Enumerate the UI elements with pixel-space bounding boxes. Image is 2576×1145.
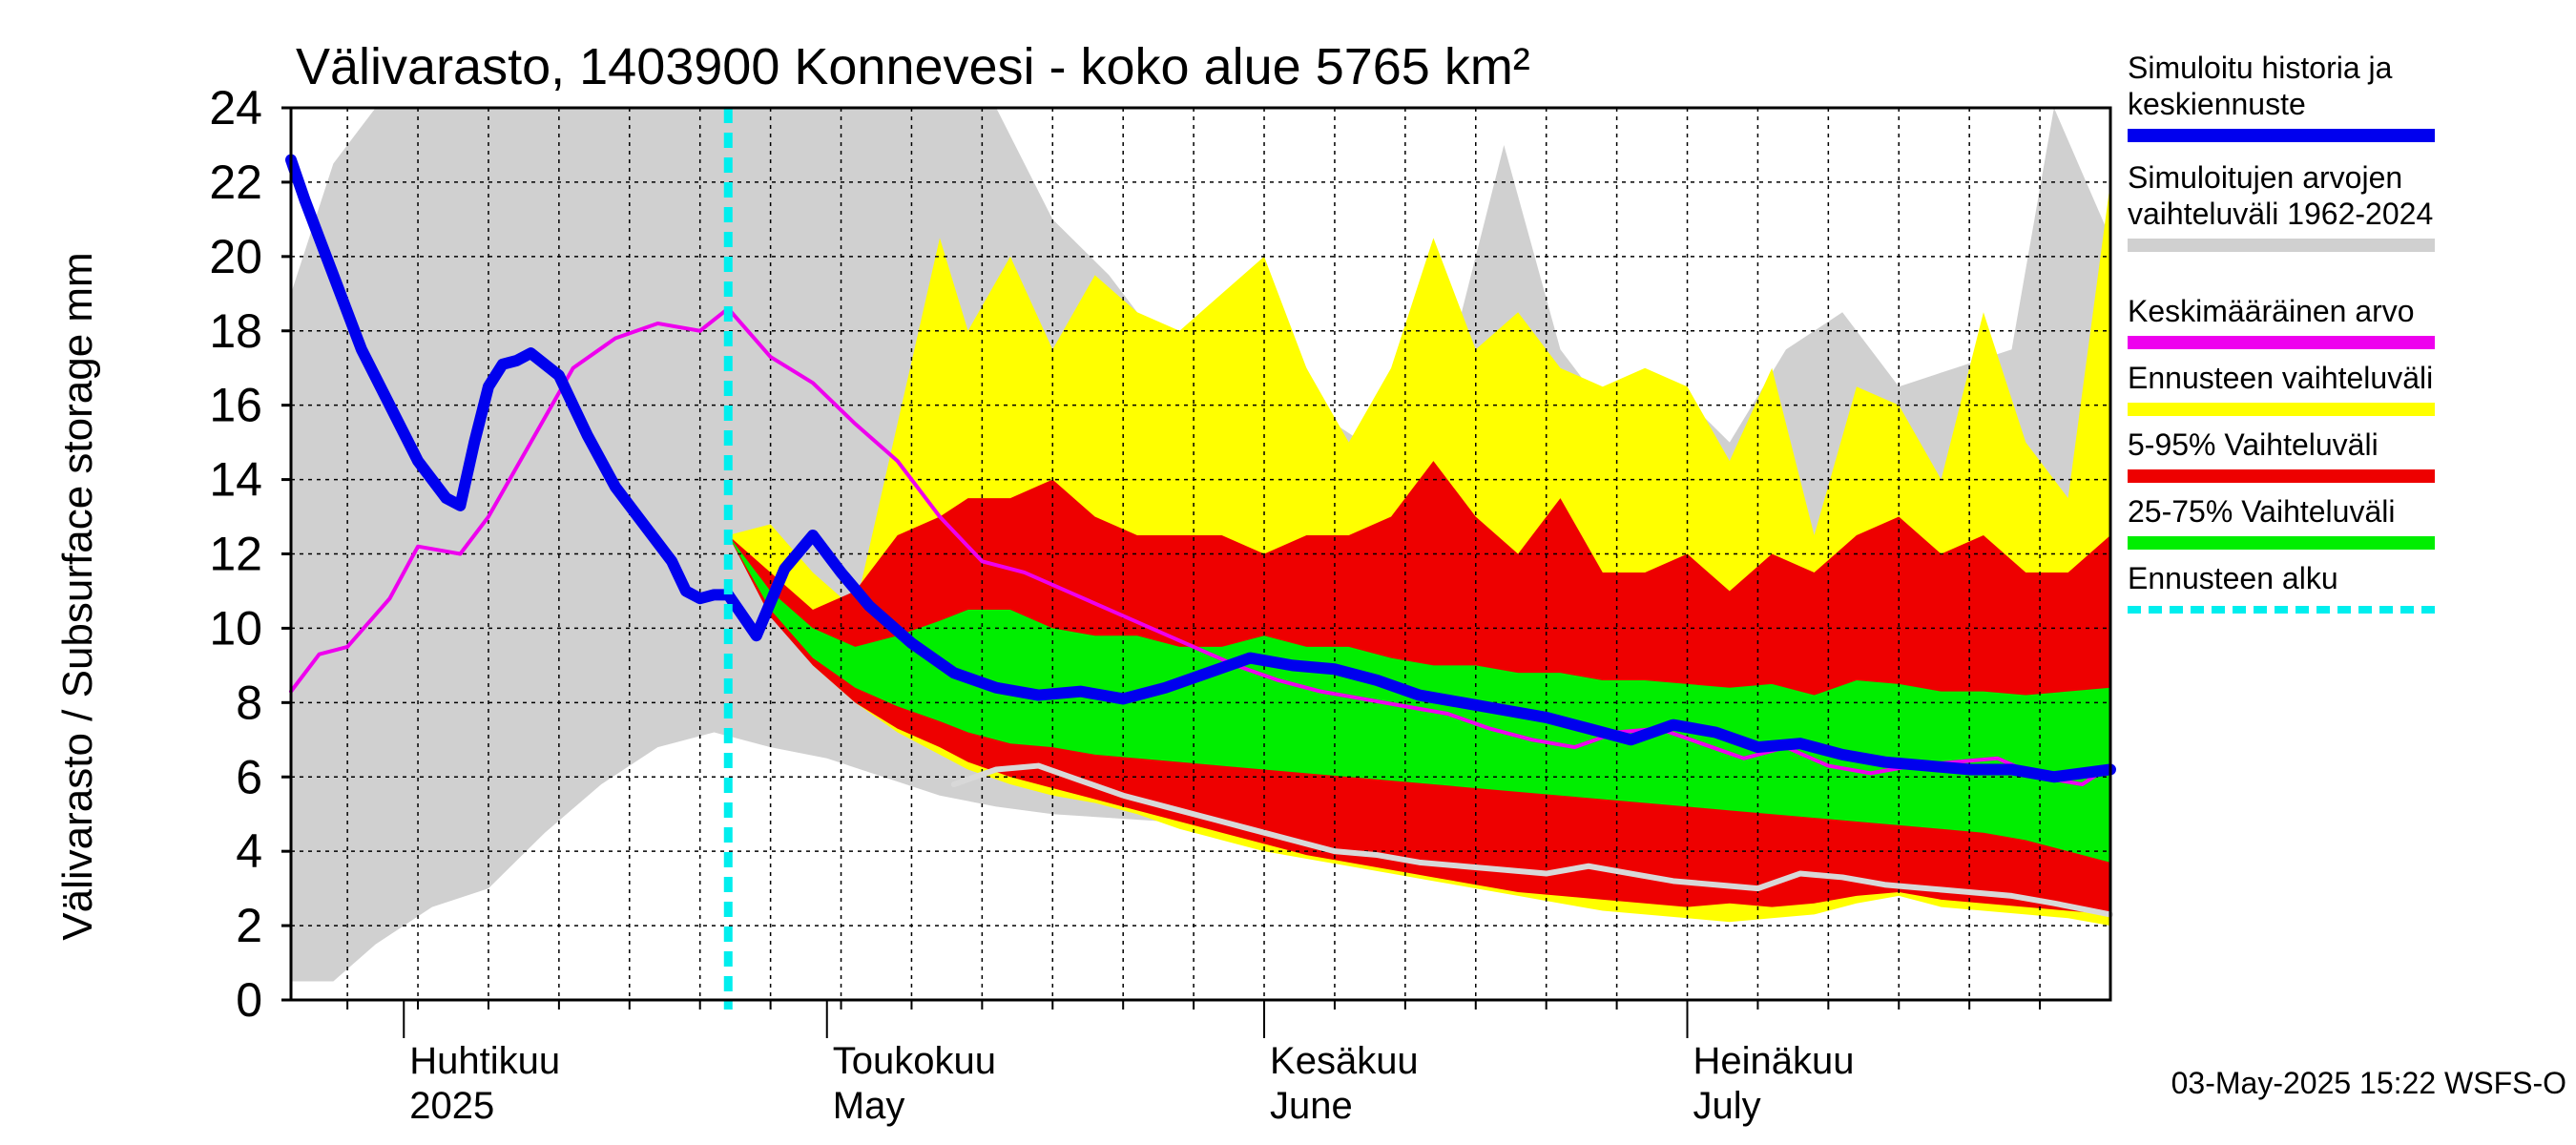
- x-month-label: Toukokuu: [833, 1040, 996, 1082]
- x-month-label: Kesäkuu: [1270, 1040, 1419, 1082]
- legend-label: Ennusteen alku: [2128, 561, 2338, 595]
- y-tick-label: 8: [236, 676, 262, 729]
- y-tick-label: 24: [209, 81, 262, 135]
- series-line-simuloitujen-arvojen-vaihteluv-li-1962-2024-minimi-: [950, 762, 2113, 918]
- legend-label-line: 25-75% Vaihteluväli: [2128, 494, 2395, 529]
- series-line-simuloitu-historia-ja-keskiennuste: [285, 154, 2116, 783]
- legend-label: Simuloitujen arvojen vaihteluväli 1962-20…: [2128, 160, 2433, 231]
- y-tick-label: 0: [236, 973, 262, 1027]
- x-month-label: Huhtikuu: [409, 1040, 560, 1082]
- legend-label: Simuloitu historia ja keskiennuste: [2128, 51, 2393, 121]
- legend-label-line: 5-95% Vaihteluväli: [2128, 427, 2379, 462]
- y-tick-label: 12: [209, 528, 262, 581]
- legend-label: Ennusteen vaihteluväli: [2128, 361, 2433, 395]
- legend: Simuloitu historia ja keskiennusteSimuloi…: [2128, 51, 2435, 614]
- legend-label: 25-75% Vaihteluväli: [2128, 494, 2395, 529]
- y-tick-label: 22: [209, 156, 262, 209]
- y-tick-label: 4: [236, 824, 262, 878]
- timestamp-label: 03-May-2025 15:22 WSFS-O: [2171, 1066, 2566, 1100]
- plot-area: 024681012141618202224Huhtikuu2025Toukoku…: [209, 81, 2116, 1127]
- legend-label-line: Simuloitu historia ja: [2128, 51, 2393, 85]
- legend-label-line: vaihteluväli 1962-2024: [2128, 197, 2433, 231]
- x-month-label: Heinäkuu: [1693, 1040, 1855, 1082]
- series-line-keskim-r-inen-arvo: [289, 306, 2112, 787]
- legend-label-line: keskiennuste: [2128, 87, 2306, 121]
- x-month-sublabel: June: [1270, 1085, 1353, 1127]
- legend-label-line: Ennusteen vaihteluväli: [2128, 361, 2433, 395]
- legend-label-line: Simuloitujen arvojen: [2128, 160, 2402, 195]
- legend-label: 5-95% Vaihteluväli: [2128, 427, 2379, 462]
- y-axis-label: Välivarasto / Subsurface storage mm: [54, 252, 101, 940]
- x-month-sublabel: July: [1693, 1085, 1761, 1127]
- legend-label: Keskimääräinen arvo: [2128, 294, 2415, 328]
- x-month-sublabel: 2025: [409, 1085, 494, 1127]
- y-tick-label: 6: [236, 750, 262, 803]
- y-tick-label: 2: [236, 899, 262, 952]
- y-tick-label: 18: [209, 304, 262, 358]
- y-tick-label: 20: [209, 230, 262, 283]
- legend-label-line: Ennusteen alku: [2128, 561, 2338, 595]
- x-month-sublabel: May: [833, 1085, 905, 1127]
- chart-title: Välivarasto, 1403900 Konnevesi - koko al…: [296, 38, 1530, 95]
- y-tick-label: 10: [209, 601, 262, 655]
- y-tick-label: 14: [209, 453, 262, 507]
- legend-label-line: Keskimääräinen arvo: [2128, 294, 2415, 328]
- y-tick-label: 16: [209, 379, 262, 432]
